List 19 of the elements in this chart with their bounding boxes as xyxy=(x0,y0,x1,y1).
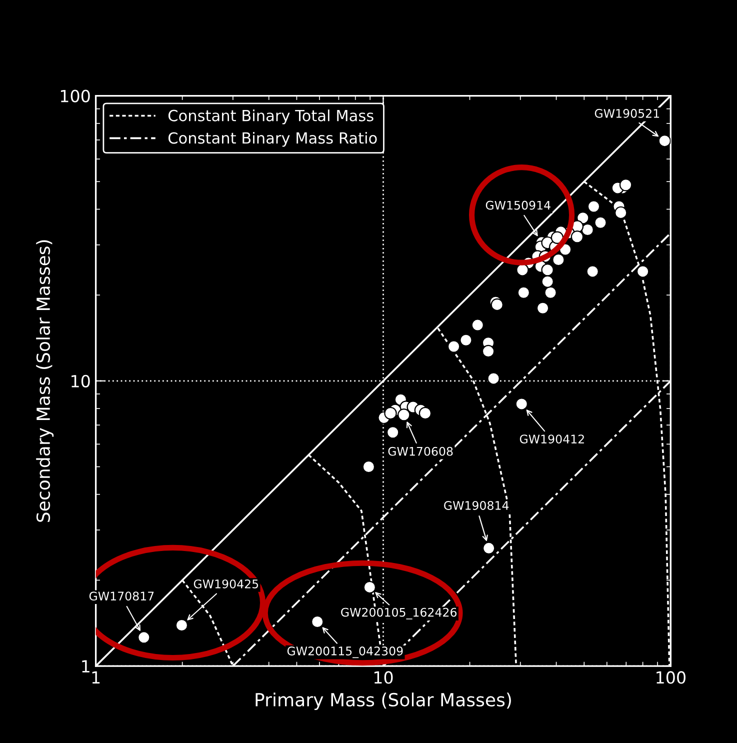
x-tick-label: 10 xyxy=(374,671,393,684)
annotation: GW150914 xyxy=(486,200,550,210)
legend-label: Constant Binary Mass Ratio xyxy=(168,132,377,147)
y-tick-label: 100 xyxy=(60,90,90,102)
x-tick-label: 100 xyxy=(656,671,686,684)
legend-label: Constant Binary Total Mass xyxy=(168,110,374,124)
annotation: GW190425 xyxy=(194,579,258,588)
annotation: GW170817 xyxy=(89,592,154,601)
y-tick-label: 10 xyxy=(72,374,90,388)
x-tick-label: 1 xyxy=(92,671,100,684)
annotation: GW170608 xyxy=(388,446,453,456)
annotation: GW200115_042309 xyxy=(287,646,403,658)
annotation: GW190412 xyxy=(520,434,584,444)
annotation: GW190814 xyxy=(444,501,509,510)
y-tick-label: 1 xyxy=(82,660,90,672)
x-axis-title: Primary Mass (Solar Masses) xyxy=(256,692,511,710)
y-axis-title: Secondary Mass (Solar Masses) xyxy=(36,240,54,522)
annotation: GW190521 xyxy=(594,108,660,118)
annotation: GW200105_162426 xyxy=(341,608,457,620)
